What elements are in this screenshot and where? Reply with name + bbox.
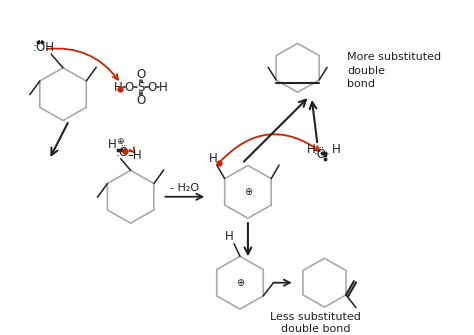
Text: double: double bbox=[347, 66, 385, 76]
Text: O: O bbox=[124, 81, 133, 94]
Text: H: H bbox=[109, 138, 117, 151]
Text: Less substituted: Less substituted bbox=[270, 312, 361, 322]
Text: H: H bbox=[114, 81, 123, 94]
Text: O: O bbox=[136, 68, 145, 81]
Text: ⊕: ⊕ bbox=[244, 187, 252, 197]
Text: O: O bbox=[148, 81, 157, 94]
Text: O: O bbox=[136, 93, 145, 107]
Text: –H: –H bbox=[128, 149, 142, 162]
Text: - H₂O: - H₂O bbox=[170, 183, 199, 193]
Text: :Ö: :Ö bbox=[116, 146, 129, 159]
Text: S: S bbox=[137, 81, 144, 94]
Text: H: H bbox=[225, 230, 233, 243]
Text: ⊕: ⊕ bbox=[236, 278, 244, 288]
Text: double bond: double bond bbox=[281, 324, 350, 334]
Text: H: H bbox=[209, 152, 217, 165]
Text: ⊕: ⊕ bbox=[116, 137, 123, 146]
Text: bond: bond bbox=[347, 79, 375, 89]
Text: H: H bbox=[332, 143, 341, 156]
Text: ·Ö·: ·Ö· bbox=[314, 148, 331, 161]
Text: H: H bbox=[159, 81, 168, 94]
Text: More substituted: More substituted bbox=[347, 52, 441, 62]
Text: :ÖH: :ÖH bbox=[32, 41, 54, 54]
Text: H: H bbox=[307, 143, 316, 156]
